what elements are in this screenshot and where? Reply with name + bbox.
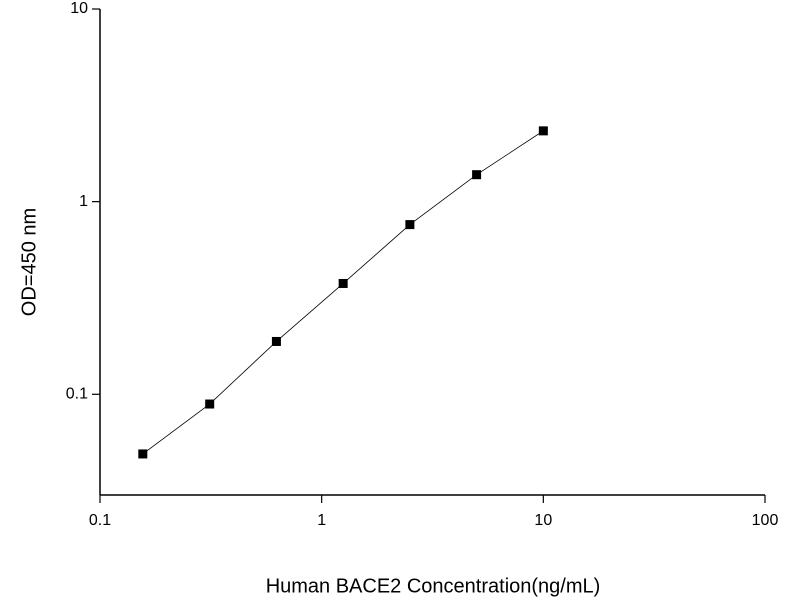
series-line <box>142 130 544 455</box>
x-axis-title: Human BACE2 Concentration(ng/mL) <box>266 575 601 597</box>
x-tick-label: 100 <box>752 512 779 529</box>
y-axis-title: OD=450 nm <box>18 208 40 316</box>
point-marker <box>205 399 215 409</box>
point-marker <box>271 336 281 346</box>
point-marker <box>338 278 348 288</box>
point-marker <box>138 449 148 459</box>
point-marker <box>472 170 482 180</box>
y-tick-label: 10 <box>70 0 88 17</box>
x-tick-label: 1 <box>317 512 326 529</box>
x-tick-label: 10 <box>534 512 552 529</box>
point-marker <box>538 126 548 136</box>
point-marker <box>405 220 415 230</box>
y-tick-label: 1 <box>79 193 88 210</box>
x-tick-label: 0.1 <box>89 512 111 529</box>
y-tick-label: 0.1 <box>66 385 88 402</box>
